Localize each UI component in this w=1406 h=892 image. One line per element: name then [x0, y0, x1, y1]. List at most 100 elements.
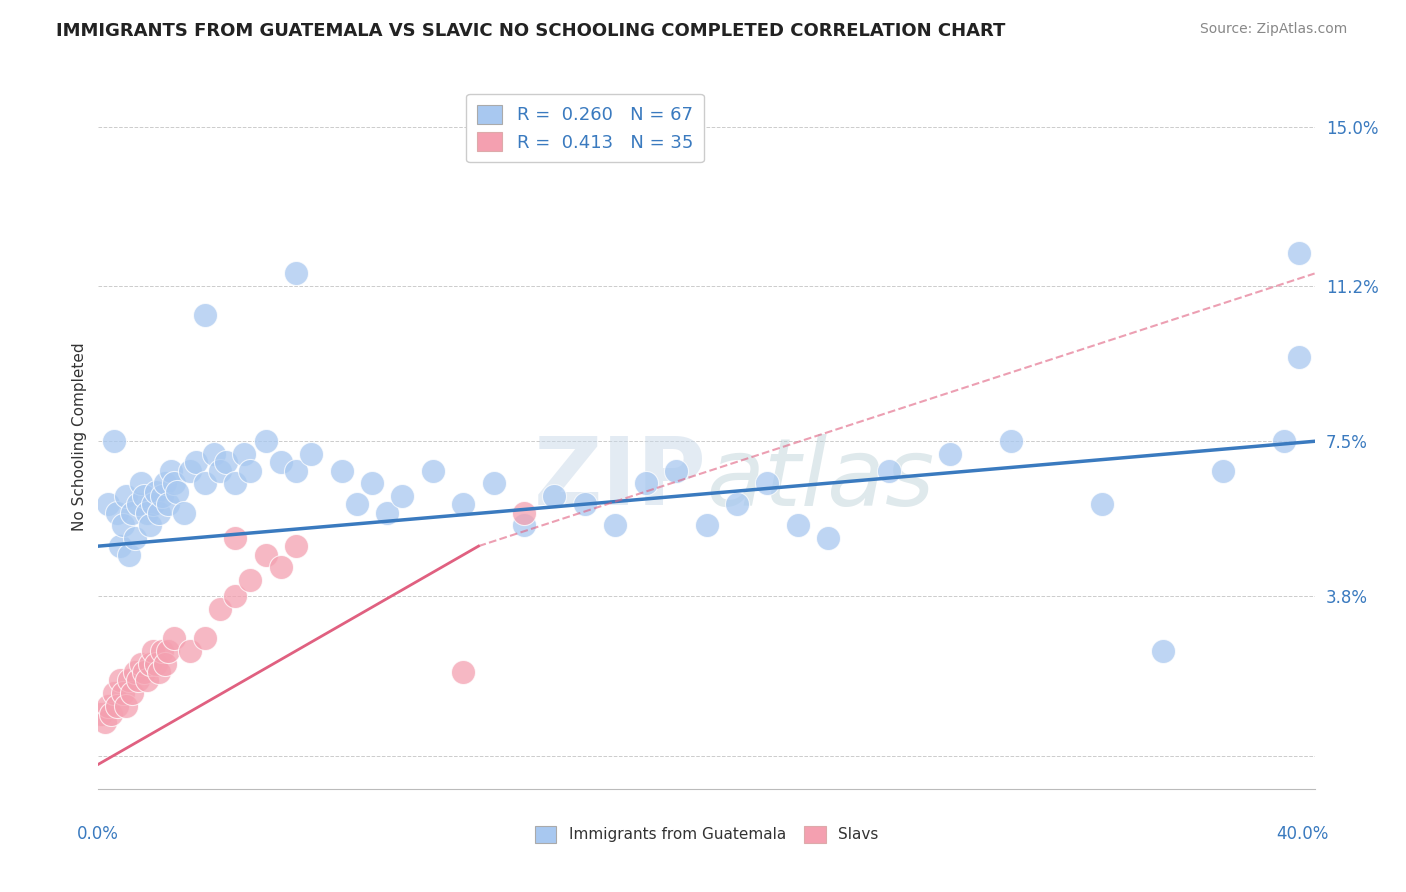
Point	[254, 434, 277, 449]
Point	[93, 715, 115, 730]
Point	[90, 706, 112, 721]
Text: 40.0%: 40.0%	[1277, 825, 1329, 843]
Point	[939, 447, 962, 461]
Point	[756, 476, 779, 491]
Point	[391, 489, 413, 503]
Point	[482, 476, 505, 491]
Text: 0.0%: 0.0%	[77, 825, 120, 843]
Point	[121, 506, 143, 520]
Point	[155, 476, 177, 491]
Point	[184, 455, 207, 469]
Point	[215, 455, 238, 469]
Point	[725, 497, 748, 511]
Point	[254, 548, 277, 562]
Point	[129, 476, 152, 491]
Point	[148, 665, 170, 679]
Point	[786, 518, 808, 533]
Point	[513, 518, 536, 533]
Point	[124, 665, 146, 679]
Point	[157, 644, 180, 658]
Point	[124, 531, 146, 545]
Point	[155, 657, 177, 671]
Point	[239, 464, 262, 478]
Point	[453, 497, 475, 511]
Point	[111, 518, 134, 533]
Point	[166, 484, 188, 499]
Point	[574, 497, 596, 511]
Point	[132, 665, 155, 679]
Point	[299, 447, 322, 461]
Point	[233, 447, 256, 461]
Point	[605, 518, 627, 533]
Point	[150, 644, 173, 658]
Point	[105, 506, 128, 520]
Point	[330, 464, 353, 478]
Point	[453, 665, 475, 679]
Point	[114, 698, 136, 713]
Point	[160, 464, 183, 478]
Point	[127, 497, 149, 511]
Point	[224, 590, 246, 604]
Point	[1212, 464, 1234, 478]
Text: ZIP: ZIP	[534, 434, 707, 525]
Point	[194, 632, 217, 646]
Point	[148, 506, 170, 520]
Point	[103, 686, 125, 700]
Point	[100, 706, 122, 721]
Point	[129, 657, 152, 671]
Point	[118, 548, 141, 562]
Point	[422, 464, 444, 478]
Point	[163, 632, 186, 646]
Point	[1091, 497, 1114, 511]
Point	[270, 560, 292, 574]
Point	[108, 673, 131, 688]
Point	[665, 464, 688, 478]
Point	[224, 476, 246, 491]
Point	[145, 484, 167, 499]
Point	[285, 464, 308, 478]
Point	[634, 476, 657, 491]
Legend: Immigrants from Guatemala, Slavs: Immigrants from Guatemala, Slavs	[529, 820, 884, 848]
Point	[136, 506, 159, 520]
Point	[121, 686, 143, 700]
Point	[1288, 351, 1310, 365]
Point	[877, 464, 900, 478]
Point	[105, 698, 128, 713]
Point	[173, 506, 195, 520]
Point	[1288, 245, 1310, 260]
Point	[285, 267, 308, 281]
Point	[118, 673, 141, 688]
Point	[361, 476, 384, 491]
Point	[108, 539, 131, 553]
Point	[375, 506, 398, 520]
Point	[696, 518, 718, 533]
Text: Source: ZipAtlas.com: Source: ZipAtlas.com	[1199, 22, 1347, 37]
Text: atlas: atlas	[707, 434, 935, 524]
Text: IMMIGRANTS FROM GUATEMALA VS SLAVIC NO SCHOOLING COMPLETED CORRELATION CHART: IMMIGRANTS FROM GUATEMALA VS SLAVIC NO S…	[56, 22, 1005, 40]
Point	[150, 489, 173, 503]
Point	[132, 489, 155, 503]
Point	[270, 455, 292, 469]
Point	[513, 506, 536, 520]
Point	[145, 657, 167, 671]
Y-axis label: No Schooling Completed: No Schooling Completed	[72, 343, 87, 532]
Point	[817, 531, 839, 545]
Point	[163, 476, 186, 491]
Point	[111, 686, 134, 700]
Point	[224, 531, 246, 545]
Point	[142, 644, 165, 658]
Point	[1000, 434, 1022, 449]
Point	[202, 447, 225, 461]
Point	[96, 497, 118, 511]
Point	[194, 309, 217, 323]
Point	[1152, 644, 1174, 658]
Point	[285, 539, 308, 553]
Point	[209, 464, 232, 478]
Point	[103, 434, 125, 449]
Point	[139, 518, 162, 533]
Point	[209, 602, 232, 616]
Point	[136, 673, 159, 688]
Point	[96, 698, 118, 713]
Point	[239, 573, 262, 587]
Point	[1272, 434, 1295, 449]
